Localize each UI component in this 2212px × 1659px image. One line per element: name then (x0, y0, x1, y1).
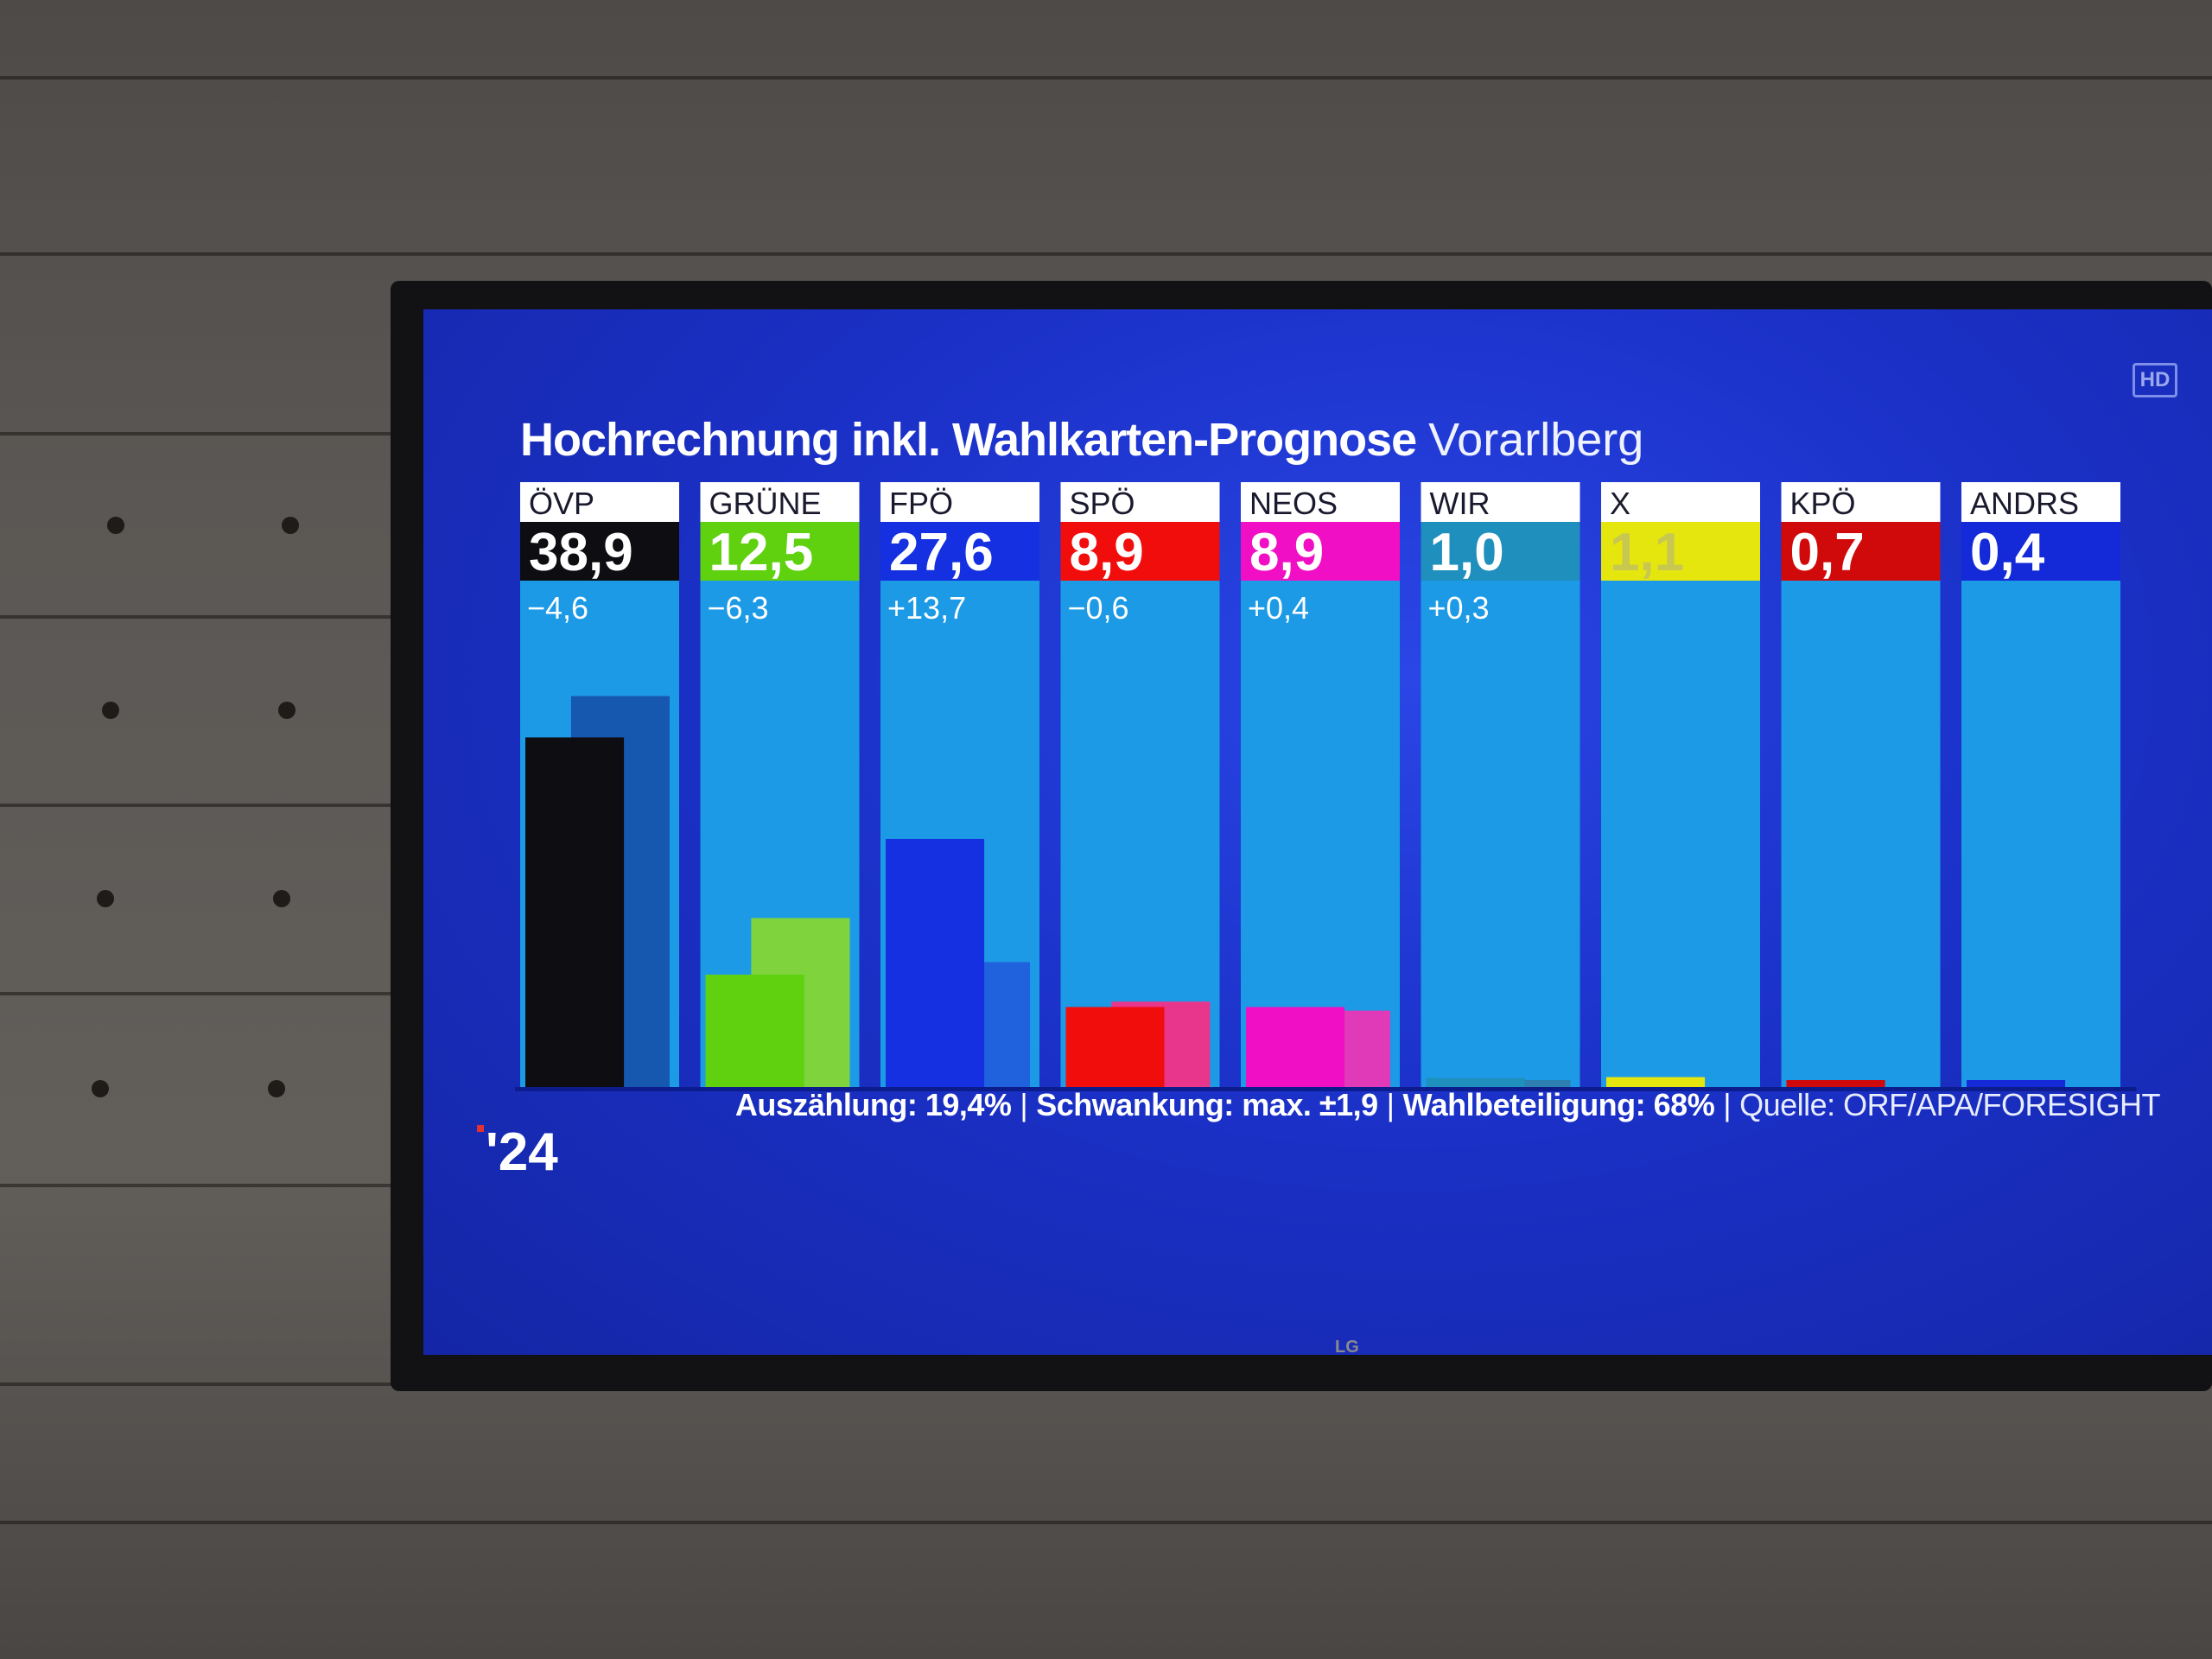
current-result-bar (1065, 1007, 1165, 1087)
party-value-box (1961, 522, 2120, 581)
party-value-label: 8,9 (1249, 523, 1324, 582)
party-value-box (1241, 522, 1400, 581)
wall-peg (278, 702, 296, 719)
wall-peg (97, 890, 114, 907)
party-name-box (880, 482, 1039, 522)
party-change-label: −6,3 (708, 590, 769, 626)
party-value-box (700, 522, 860, 581)
party-name-label: X (1610, 486, 1630, 521)
party-change-label: +0,4 (1248, 590, 1309, 626)
party-name-label: WIR (1430, 486, 1491, 521)
wall-peg (268, 1080, 285, 1097)
party-value-box (1781, 522, 1941, 581)
party-name-box (1781, 482, 1941, 522)
party-name-label: GRÜNE (709, 486, 822, 521)
channel-logo: '24 (477, 1122, 558, 1183)
wall-peg (92, 1080, 109, 1097)
wall-plank-seam (0, 252, 2212, 256)
party-change-label: −4,6 (527, 590, 588, 626)
wall-plank-seam (0, 1521, 2212, 1524)
party-change-label: +0,3 (1428, 590, 1490, 626)
channel-logo-mark (477, 1125, 484, 1132)
footer-info: Auszählung: 19,4% | Schwankung: max. ±1,9 |… (734, 1087, 2161, 1122)
party-name-label: SPÖ (1070, 486, 1135, 521)
current-result-bar (1246, 1007, 1345, 1087)
column-background (1601, 581, 1760, 1087)
bar-chart: ÖVP38,9−4,6GRÜNE12,5−6,3FPÖ27,6+13,7SPÖ8… (515, 482, 2137, 1091)
current-result-bar (705, 975, 804, 1087)
party-name-label: ANDRS (1970, 486, 2079, 521)
party-value-box (520, 522, 679, 581)
chart-baseline (515, 1087, 2137, 1091)
current-result-bar (1606, 1077, 1706, 1087)
party-name-box (700, 482, 860, 522)
party-name-label: FPÖ (889, 486, 953, 521)
party-change-label: +13,7 (887, 590, 966, 626)
party-name-box (520, 482, 679, 522)
hd-badge: HD (2133, 363, 2177, 397)
party-value-label: 8,9 (1070, 523, 1144, 582)
wall-peg (273, 890, 290, 907)
footer-source: Quelle: ORF/APA/FORESIGHT (1739, 1087, 2160, 1122)
column-background (1421, 581, 1580, 1087)
party-value-box (880, 522, 1039, 581)
column-background (1961, 581, 2120, 1087)
current-result-bar (886, 838, 985, 1087)
party-name-box (1241, 482, 1400, 522)
party-value-label: 0,7 (1790, 523, 1865, 582)
footer-fluctuation: Schwankung: max. ±1,9 (1036, 1087, 1378, 1122)
column-background (1241, 581, 1400, 1087)
wall-peg (282, 517, 299, 534)
tv-screen: HD Hochrechnung inkl. Wahlkarten-Prognos… (423, 309, 2212, 1355)
party-name-box (1060, 482, 1220, 522)
tv-brand-logo: LG (1335, 1338, 1359, 1357)
current-result-bar (1967, 1080, 2066, 1087)
wall-peg (102, 702, 119, 719)
current-result-bar (525, 737, 625, 1087)
party-name-label: ÖVP (529, 486, 594, 521)
party-value-label: 1,0 (1430, 523, 1504, 582)
current-result-bar (1426, 1077, 1525, 1087)
party-value-box (1421, 522, 1580, 581)
party-name-box (1601, 482, 1760, 522)
chart-region: Vorarlberg (1428, 414, 1644, 466)
chart-title-main: Hochrechnung inkl. Wahlkarten-Prognose (520, 414, 1417, 466)
wall-plank-seam (0, 76, 2212, 79)
chart-title: Hochrechnung inkl. Wahlkarten-Prognose Vo… (520, 413, 1643, 467)
party-name-label: NEOS (1249, 486, 1338, 521)
party-change-label: −0,6 (1068, 590, 1129, 626)
party-value-label: 12,5 (709, 523, 814, 582)
wall-peg (107, 517, 124, 534)
column-background (1781, 581, 1941, 1087)
party-value-label: 27,6 (889, 523, 994, 582)
party-value-label: 0,4 (1970, 523, 2045, 582)
party-name-box (1961, 482, 2120, 522)
current-result-bar (1786, 1080, 1885, 1087)
party-value-label: 1,1 (1610, 523, 1684, 582)
party-value-box (1060, 522, 1220, 581)
footer-counted: Auszählung: 19,4% (734, 1087, 1012, 1122)
channel-logo-text: '24 (486, 1122, 558, 1182)
party-name-label: KPÖ (1790, 486, 1856, 521)
party-name-box (1421, 482, 1580, 522)
party-value-label: 38,9 (529, 523, 633, 582)
party-value-box (1601, 522, 1760, 581)
footer-turnout: Wahlbeteiligung: 68% (1402, 1087, 1715, 1122)
